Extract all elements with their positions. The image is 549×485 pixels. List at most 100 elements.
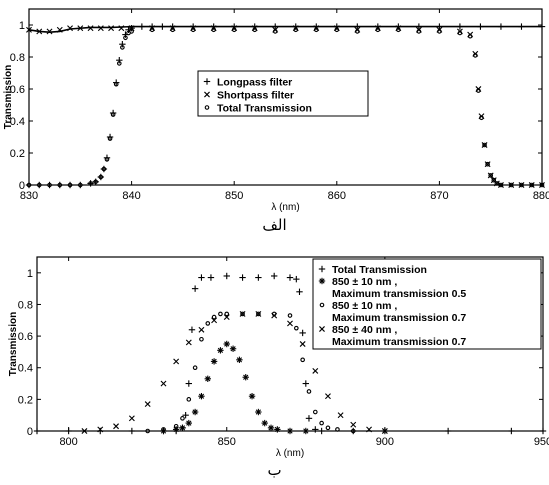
data-point xyxy=(335,427,340,432)
data-point xyxy=(457,30,463,36)
data-point xyxy=(116,61,122,66)
data-point xyxy=(334,27,340,33)
data-point xyxy=(138,23,146,30)
x-tick-label: 870 xyxy=(430,190,448,202)
data-point xyxy=(272,29,278,34)
data-point xyxy=(255,274,262,281)
data-point xyxy=(87,25,94,32)
data-point xyxy=(199,336,204,342)
x-tick-label: 950 xyxy=(534,436,549,448)
legend xyxy=(197,70,369,117)
data-point xyxy=(211,314,217,320)
data-point xyxy=(539,182,545,188)
x-axis-label: λ (nm) xyxy=(271,202,299,213)
data-point xyxy=(36,28,43,35)
legend-label: Maximum transmission 0.7 xyxy=(332,312,466,324)
data-point xyxy=(191,408,199,416)
data-point xyxy=(274,426,281,433)
legend-marker xyxy=(319,302,325,308)
data-point xyxy=(107,136,113,141)
data-point xyxy=(299,341,306,347)
x-tick-label: 800 xyxy=(59,436,77,448)
data-point xyxy=(192,365,198,371)
data-point xyxy=(67,25,73,32)
data-point xyxy=(255,310,262,317)
y-tick-label: 0.4 xyxy=(10,116,25,128)
y-axis-label: Transmission xyxy=(3,65,14,129)
data-point xyxy=(185,419,192,427)
data-point xyxy=(211,317,218,324)
data-point xyxy=(224,311,230,317)
data-point xyxy=(538,23,546,30)
data-point xyxy=(508,182,514,188)
data-point xyxy=(144,401,151,408)
data-point xyxy=(223,272,230,280)
x-tick-label: 900 xyxy=(376,436,394,448)
legend-label: 850 ± 40 nm , xyxy=(332,324,397,336)
x-tick-label: 850 xyxy=(218,436,236,448)
data-point xyxy=(497,23,505,30)
data-point xyxy=(185,339,192,346)
data-point xyxy=(110,112,116,117)
data-point xyxy=(198,274,205,281)
data-point xyxy=(173,423,179,429)
data-point xyxy=(128,427,136,435)
data-point xyxy=(312,367,319,374)
data-point xyxy=(293,275,300,283)
data-point xyxy=(319,420,324,426)
legend-marker xyxy=(204,91,210,98)
data-point xyxy=(77,182,83,188)
y-tick-label: 0 xyxy=(19,180,25,192)
series-4 xyxy=(81,310,388,434)
legend-marker xyxy=(319,326,325,332)
data-point xyxy=(159,23,166,30)
y-tick-label: 0.2 xyxy=(10,148,25,160)
data-point xyxy=(270,272,278,280)
data-point xyxy=(415,23,423,30)
data-point xyxy=(518,182,525,188)
data-point xyxy=(485,161,490,167)
data-point xyxy=(477,23,484,30)
legend-label: Maximum transmission 0.5 xyxy=(332,288,466,300)
data-point xyxy=(186,397,192,402)
data-point xyxy=(108,25,115,32)
data-point xyxy=(113,423,120,430)
legend-label: Total Transmission xyxy=(332,264,427,276)
data-point xyxy=(293,27,299,33)
data-point xyxy=(416,29,422,34)
series-line xyxy=(28,25,542,34)
data-point xyxy=(305,415,313,422)
x-tick-label: 830 xyxy=(20,190,38,202)
legend-label: Total Transmission xyxy=(217,103,312,115)
data-point xyxy=(508,182,515,188)
data-point xyxy=(191,285,199,292)
data-point xyxy=(223,314,230,321)
data-point xyxy=(255,408,262,416)
data-point xyxy=(287,320,293,327)
chart-panel-top: 830 840 850 860 870 880 0 0.2 0.4 0.6 0.8 1 λ (nm) Tr… xyxy=(3,8,549,213)
y-tick-label: 0.6 xyxy=(18,331,33,343)
legend-label: 850 ± 10 nm , xyxy=(332,300,397,312)
data-point xyxy=(396,27,401,33)
x-tick-label: 840 xyxy=(122,190,140,202)
data-point xyxy=(248,393,256,400)
data-point xyxy=(205,321,211,326)
data-point xyxy=(104,157,110,162)
data-point xyxy=(267,424,275,432)
data-point xyxy=(375,27,381,33)
data-point xyxy=(528,182,535,188)
data-point xyxy=(539,182,545,188)
data-point xyxy=(312,409,318,415)
y-tick-label: 0.6 xyxy=(10,84,25,96)
x-tick-label: 850 xyxy=(225,190,243,202)
data-point xyxy=(436,23,443,30)
data-point xyxy=(498,182,504,188)
data-point xyxy=(239,310,246,317)
data-point xyxy=(252,27,258,33)
data-point xyxy=(67,182,73,188)
data-point xyxy=(354,23,361,30)
data-point xyxy=(56,26,63,33)
data-point xyxy=(120,45,125,50)
data-point xyxy=(366,426,373,433)
